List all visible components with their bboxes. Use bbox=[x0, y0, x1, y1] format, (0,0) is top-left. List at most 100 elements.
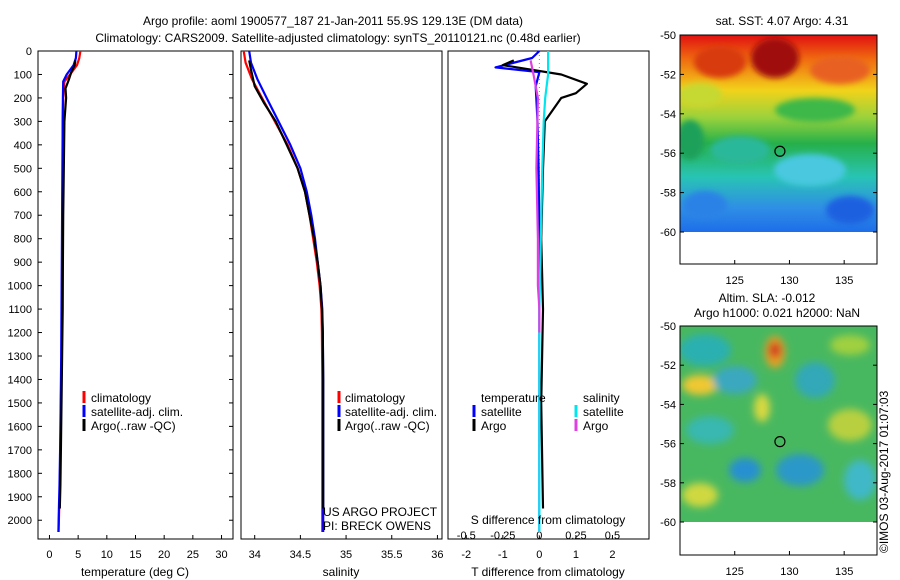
y-tick-label: 1300 bbox=[8, 351, 32, 363]
temperature-profile-plot: 0100200300400500600700800900100011001200… bbox=[8, 46, 233, 561]
y-tick-label: 600 bbox=[14, 187, 32, 199]
x-tick-label: 20 bbox=[158, 549, 170, 561]
sla-map-subtitle: Argo h1000: 0.021 h2000: NaN bbox=[694, 306, 860, 320]
series-line bbox=[501, 59, 589, 509]
legend-label-climatology: climatology bbox=[345, 391, 405, 405]
y-tick-label: 1600 bbox=[8, 421, 32, 433]
x-tick-label: 35 bbox=[340, 549, 352, 561]
series-line bbox=[538, 51, 550, 532]
map-y-tick-label: -50 bbox=[660, 321, 676, 333]
y-tick-label: 200 bbox=[14, 93, 32, 105]
map-x-tick-label: 135 bbox=[835, 275, 853, 287]
argo-position-marker bbox=[774, 145, 786, 157]
x-tick-label: 1 bbox=[573, 549, 579, 561]
series-line bbox=[58, 60, 77, 509]
x-tick-label: 25 bbox=[187, 549, 199, 561]
x-tick-label: 15 bbox=[129, 549, 141, 561]
salinity-axis-label: salinity bbox=[323, 565, 360, 579]
x-tick-label: 36 bbox=[431, 549, 443, 561]
x-tick-label: 30 bbox=[215, 549, 227, 561]
x2-tick-label: 0.5 bbox=[605, 530, 620, 542]
y-tick-label: 2000 bbox=[8, 515, 32, 527]
sla-map-title: Altim. SLA: -0.012 bbox=[719, 291, 816, 305]
legend-label-temp-satellite: satellite bbox=[481, 405, 522, 419]
map-y-tick-label: -52 bbox=[660, 360, 676, 372]
sst-field bbox=[680, 35, 877, 232]
y-tick-label: 1400 bbox=[8, 374, 32, 386]
legend-label-argo: Argo(..raw -QC) bbox=[345, 419, 430, 433]
y-tick-label: 1700 bbox=[8, 445, 32, 457]
salinity-panel-frame bbox=[240, 50, 443, 540]
legend-label-climatology: climatology bbox=[91, 391, 151, 405]
y-tick-label: 1900 bbox=[8, 492, 32, 504]
map-x-tick-label: 135 bbox=[835, 566, 853, 578]
figure-title: Argo profile: aoml 1900577_187 21-Jan-20… bbox=[143, 14, 523, 28]
map-y-tick-label: -56 bbox=[660, 148, 676, 160]
x2-tick-label: 0.25 bbox=[565, 530, 586, 542]
sst-map-title: sat. SST: 4.07 Argo: 4.31 bbox=[716, 14, 849, 28]
legend-label-satellite: satellite-adj. clim. bbox=[91, 405, 183, 419]
x-tick-label: 34 bbox=[249, 549, 261, 561]
y-tick-label: 900 bbox=[14, 257, 32, 269]
series-line bbox=[248, 50, 325, 532]
y-tick-label: 1800 bbox=[8, 468, 32, 480]
salinity-legend: climatology satellite-adj. clim. Argo(..… bbox=[337, 391, 437, 433]
sst-map-frame bbox=[679, 34, 878, 265]
legend-title-salinity: salinity bbox=[583, 391, 620, 405]
figure-subtitle: Climatology: CARS2009. Satellite-adjuste… bbox=[95, 31, 580, 45]
map-y-tick-label: -60 bbox=[660, 227, 676, 239]
map-y-tick-label: -52 bbox=[660, 69, 676, 81]
difference-legend: temperature salinity satellite Argo sate… bbox=[472, 391, 624, 433]
y-tick-label: 1100 bbox=[8, 304, 32, 316]
sla-map: Altim. SLA: -0.012 Argo h1000: 0.021 h20… bbox=[660, 291, 878, 578]
x-tick-label: 2 bbox=[609, 549, 615, 561]
sla-map-axes: -50 -52 -54 -56 -58 -60 125 130 135 bbox=[660, 321, 877, 578]
x-tick-label: 35.5 bbox=[381, 549, 402, 561]
credit-pi: PI: BRECK OWENS bbox=[323, 519, 431, 533]
temperature-legend: climatology satellite-adj. clim. Argo(..… bbox=[82, 391, 183, 433]
y-tick-label: 400 bbox=[14, 140, 32, 152]
s-difference-axis-label: S difference from climatology bbox=[471, 513, 626, 527]
copyright-stamp: ©IMOS 03-Aug-2017 01:07:03 bbox=[877, 390, 891, 553]
difference-panel-frame bbox=[447, 50, 650, 540]
map-y-tick-label: -50 bbox=[660, 30, 676, 42]
y-tick-label: 1500 bbox=[8, 398, 32, 410]
x-tick-label: 34.5 bbox=[290, 549, 311, 561]
credit-project: US ARGO PROJECT bbox=[323, 505, 438, 519]
map-y-tick-label: -54 bbox=[660, 399, 676, 411]
x-tick-label: -2 bbox=[461, 549, 471, 561]
map-y-tick-label: -58 bbox=[660, 478, 676, 490]
series-line bbox=[529, 60, 541, 333]
map-x-tick-label: 125 bbox=[726, 566, 744, 578]
x2-tick-label: -0.25 bbox=[490, 530, 515, 542]
sst-map: sat. SST: 4.07 Argo: 4.31 -50-52-54-56-5… bbox=[660, 14, 878, 287]
difference-profile-plot: -2-1012-0.5-0.2500.250.5 bbox=[457, 50, 620, 561]
y-tick-label: 1200 bbox=[8, 328, 32, 340]
x-tick-label: -1 bbox=[498, 549, 508, 561]
t-difference-axis-label: T difference from climatology bbox=[471, 565, 625, 579]
y-tick-label: 0 bbox=[26, 46, 32, 58]
map-y-tick-label: -56 bbox=[660, 439, 676, 451]
temperature-panel-frame bbox=[37, 50, 234, 540]
y-tick-label: 1000 bbox=[8, 281, 32, 293]
x-tick-label: 0 bbox=[46, 549, 52, 561]
map-x-tick-label: 130 bbox=[780, 566, 798, 578]
argo-position-marker bbox=[774, 436, 786, 448]
y-tick-label: 800 bbox=[14, 234, 32, 246]
map-y-tick-label: -58 bbox=[660, 188, 676, 200]
legend-label-temp-argo: Argo bbox=[481, 419, 507, 433]
sst-map-axes: -50 -52 -54 -56 -58 -60 125 130 135 bbox=[660, 30, 877, 287]
series-line bbox=[248, 60, 325, 509]
x2-tick-label: -0.5 bbox=[457, 530, 476, 542]
map-x-tick-label: 125 bbox=[726, 275, 744, 287]
legend-label-sal-argo: Argo bbox=[583, 419, 609, 433]
legend-title-temperature: temperature bbox=[481, 391, 546, 405]
sla-field bbox=[680, 326, 877, 522]
legend-label-satellite: satellite-adj. clim. bbox=[345, 405, 437, 419]
y-tick-label: 100 bbox=[14, 69, 32, 81]
series-line bbox=[494, 50, 541, 532]
map-x-tick-label: 130 bbox=[780, 275, 798, 287]
legend-label-argo: Argo(..raw -QC) bbox=[91, 419, 176, 433]
x-tick-label: 0 bbox=[536, 549, 542, 561]
